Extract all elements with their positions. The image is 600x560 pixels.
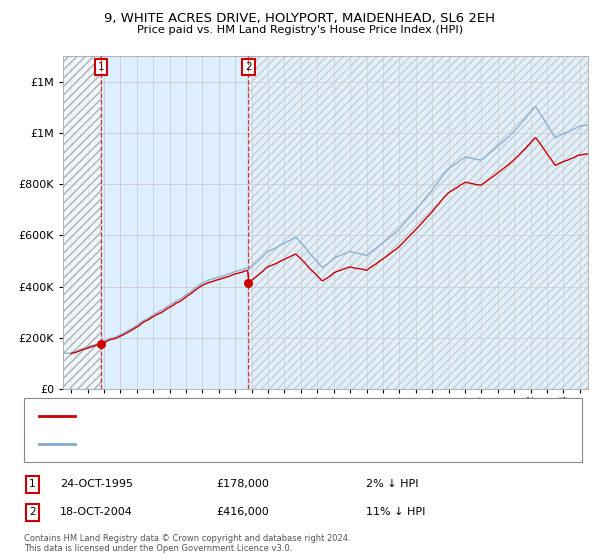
Text: 9, WHITE ACRES DRIVE, HOLYPORT, MAIDENHEAD, SL6 2EH: 9, WHITE ACRES DRIVE, HOLYPORT, MAIDENHE… [104, 12, 496, 25]
Text: 18-OCT-2004: 18-OCT-2004 [60, 507, 133, 517]
Text: 2: 2 [245, 62, 252, 72]
Text: 9, WHITE ACRES DRIVE, HOLYPORT, MAIDENHEAD, SL6 2EH (detached house): 9, WHITE ACRES DRIVE, HOLYPORT, MAIDENHE… [81, 410, 460, 421]
Bar [248, 56, 588, 389]
Text: Contains HM Land Registry data © Crown copyright and database right 2024.
This d: Contains HM Land Registry data © Crown c… [24, 534, 350, 553]
Bar [63, 56, 101, 389]
Bar [248, 56, 588, 389]
Text: 11% ↓ HPI: 11% ↓ HPI [366, 507, 425, 517]
Text: £416,000: £416,000 [216, 507, 269, 517]
Bar [63, 56, 101, 389]
Text: HPI: Average price, detached house, Windsor and Maidenhead: HPI: Average price, detached house, Wind… [81, 439, 386, 449]
Text: 1: 1 [29, 479, 35, 489]
Text: 1: 1 [98, 62, 104, 72]
Text: £178,000: £178,000 [216, 479, 269, 489]
Text: Price paid vs. HM Land Registry's House Price Index (HPI): Price paid vs. HM Land Registry's House … [137, 25, 463, 35]
Text: 24-OCT-1995: 24-OCT-1995 [60, 479, 133, 489]
Text: 2% ↓ HPI: 2% ↓ HPI [366, 479, 419, 489]
Text: 2: 2 [29, 507, 35, 517]
